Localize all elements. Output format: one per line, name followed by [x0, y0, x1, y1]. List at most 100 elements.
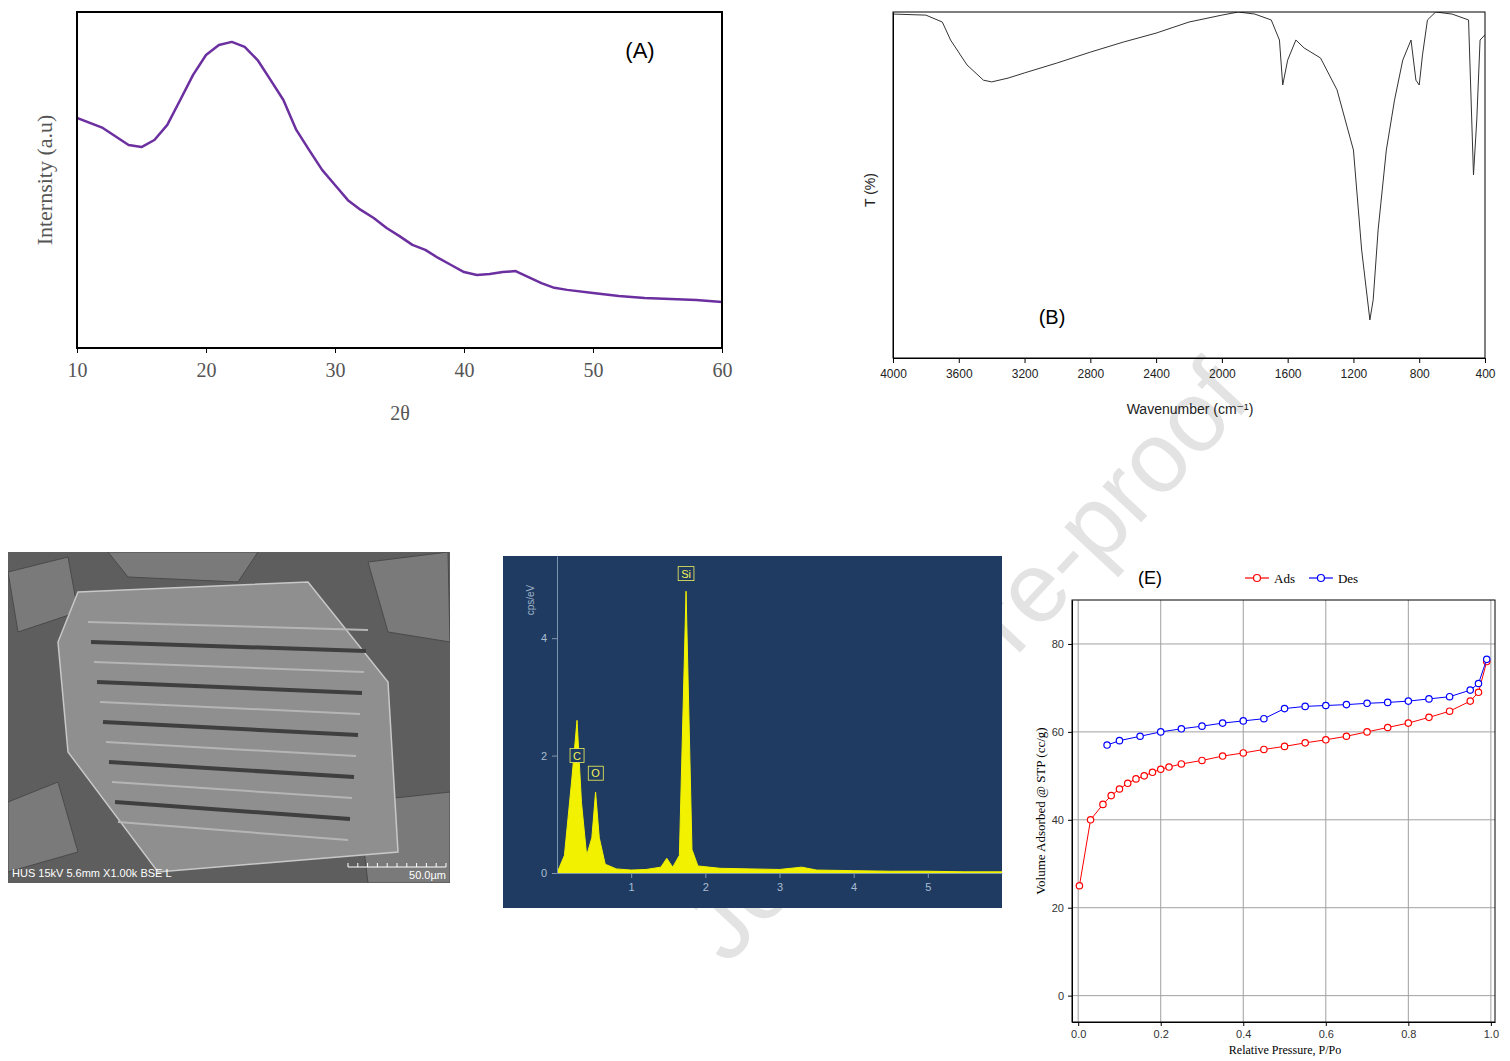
tick: 2400 [1143, 358, 1170, 381]
legend: AdsDes [1245, 571, 1358, 586]
marker [1166, 764, 1172, 770]
tick: 0 [1058, 990, 1072, 1002]
image-texture [115, 802, 350, 819]
tick-mark [1491, 1022, 1492, 1026]
tick: 60 [713, 348, 733, 381]
tick-label: 3600 [946, 367, 973, 381]
plot-frame [77, 12, 722, 348]
tick: 20 [1052, 902, 1072, 914]
tick-label: 0.0 [1071, 1028, 1086, 1040]
scale-bar-tick [357, 863, 358, 867]
marker [1219, 720, 1225, 726]
marker [1484, 656, 1490, 662]
plot-frame [1072, 600, 1495, 1022]
marker [1240, 750, 1246, 756]
marker [1158, 766, 1164, 772]
marker [1281, 705, 1287, 711]
grid-line [1160, 600, 1161, 1022]
annotation: C [570, 749, 584, 763]
axis [893, 13, 894, 359]
tick-mark [552, 756, 557, 757]
image-particle [58, 582, 398, 872]
grid-line [1408, 600, 1409, 1022]
line [1079, 662, 1486, 886]
tick-mark [1161, 1022, 1162, 1026]
tick: 400 [1475, 358, 1495, 381]
marker [1364, 700, 1370, 706]
panel-background [503, 556, 1002, 908]
marker [1426, 714, 1432, 720]
axis-line [557, 557, 558, 874]
axis-line [1073, 1022, 1496, 1023]
image-texture [118, 822, 348, 840]
axis: 40003600320028002400200016001200800400 [880, 358, 1496, 381]
tick: 2 [703, 873, 709, 893]
plot-area [557, 591, 1002, 873]
tick-label: 2 [703, 881, 709, 893]
image-texture [97, 682, 362, 693]
grid-line [1072, 819, 1495, 820]
tick-mark [928, 873, 929, 878]
scale-label: 50.0µm [409, 869, 446, 881]
marker [1178, 761, 1184, 767]
marker [1467, 687, 1473, 693]
panel: 40003600320028002400200016001200800400(B… [862, 12, 1496, 417]
image-shape [368, 552, 450, 642]
tick-mark [1068, 644, 1072, 645]
marker [1178, 726, 1184, 732]
tick-mark [1025, 358, 1026, 363]
tick-label: 80 [1052, 638, 1064, 650]
tick-mark [722, 348, 723, 353]
tick-label: 1 [629, 881, 635, 893]
tick-label: 2 [541, 750, 547, 762]
tick-label: 4 [541, 632, 547, 644]
marker [1100, 801, 1106, 807]
annotation-box [570, 749, 584, 763]
tick: 0.2 [1154, 1022, 1169, 1040]
tick: 40 [455, 348, 475, 381]
tick-label: 400 [1475, 367, 1495, 381]
tick: 2800 [1077, 358, 1104, 381]
tick: 4000 [880, 358, 907, 381]
tick: 2 [541, 750, 557, 762]
tick: 3200 [1012, 358, 1039, 381]
tick: 30 [326, 348, 346, 381]
tick-label: 40 [1052, 814, 1064, 826]
tick-label: 1.0 [1484, 1028, 1499, 1040]
tick-mark [780, 873, 781, 878]
tick: 0 [541, 867, 557, 879]
image-texture [91, 642, 366, 651]
line [1107, 659, 1487, 745]
image-shape [108, 552, 258, 582]
tick-mark [854, 873, 855, 878]
tick: 1.0 [1484, 1022, 1499, 1040]
image-texture [112, 782, 352, 798]
image-texture [109, 762, 354, 777]
tick-mark [1068, 732, 1072, 733]
tick-mark [1243, 1022, 1244, 1026]
image-texture [100, 702, 360, 714]
scale-bar-tick [426, 863, 427, 867]
legend-marker [1317, 575, 1324, 582]
panel-image: HUS 15kV 5.6mm X1.00k BSE L50.0µm [8, 552, 450, 883]
annotation-label: O [591, 767, 600, 779]
marker [1364, 729, 1370, 735]
tick-label: 10 [68, 359, 88, 381]
tick-mark [1485, 358, 1486, 363]
image-texture [94, 662, 364, 672]
tick-mark [593, 348, 594, 353]
axis-title: Relative Pressure, P/Po [1229, 1043, 1341, 1057]
tick-label: 1600 [1275, 367, 1302, 381]
marker [1343, 733, 1349, 739]
annotation-label: C [573, 750, 581, 762]
tick-label: 4 [851, 881, 857, 893]
marker [1116, 737, 1122, 743]
tick-label: 4000 [880, 367, 907, 381]
scale-bar-tick [387, 863, 388, 867]
axis: 12345 [558, 873, 1003, 893]
tick: 4 [541, 632, 557, 644]
panel: 102030405060(A)2θInternsity (a.u) [32, 12, 733, 424]
tick-label: 0 [541, 867, 547, 879]
grid-line [1078, 600, 1079, 1022]
marker [1137, 733, 1143, 739]
